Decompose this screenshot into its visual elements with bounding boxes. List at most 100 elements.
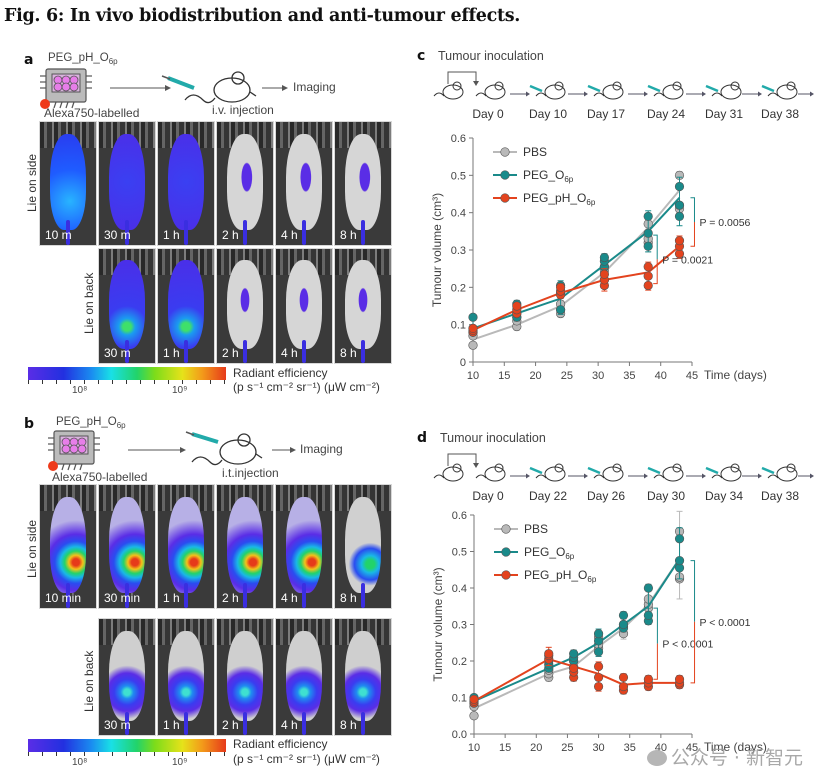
p-value-label: P = 0.0021	[662, 254, 713, 266]
x-tick-label: 30	[592, 742, 604, 754]
time-label: 30 m	[104, 718, 131, 732]
time-label: 8 h	[340, 718, 357, 732]
imaging-tile: 4 h	[275, 484, 333, 609]
imaging-tile: 8 h	[334, 484, 392, 609]
data-point-peg_ph_o6p	[544, 649, 554, 659]
colorbar-title-b: Radiant efficiency	[233, 737, 328, 751]
imaging-tile: 2 h	[216, 248, 274, 364]
data-point-peg_o6p	[599, 252, 609, 263]
colorbar-units-b: (p s⁻¹ cm⁻² sr⁻¹) (μW cm⁻²)	[233, 752, 380, 766]
syringe-icon	[587, 466, 601, 475]
construct-name: PEG_pH_O	[48, 52, 109, 64]
data-point-peg_o6p	[643, 583, 653, 593]
data-point-peg_ph_o6p	[674, 236, 685, 246]
mouse-fluorescence-image	[168, 497, 204, 594]
legend-item-peg_ph_o6p: PEG_pH_O6p	[494, 568, 597, 584]
imaging-tile: 10 min	[39, 484, 97, 609]
syringe-icon	[587, 84, 601, 93]
imaging-label-b: Imaging	[300, 442, 343, 456]
mouse-icon	[593, 81, 624, 100]
mouse-fluorescence-image	[168, 260, 204, 350]
imaging-tile: 8 h	[334, 121, 392, 246]
treatment-timeline-d: Day 0 Day 22 Day 26 Day 30 Day 34 Day 38	[433, 453, 814, 503]
series-line-pbs	[472, 189, 681, 341]
day-label: Day 0	[472, 107, 504, 121]
significance-bracket	[690, 560, 696, 684]
mouse-icon	[475, 81, 506, 100]
time-label: 2 h	[222, 346, 239, 360]
y-axis-label: Tumour volume (cm³)	[431, 567, 445, 681]
legend-marker	[500, 170, 510, 180]
time-label: 30 m	[104, 346, 131, 360]
imaging-tile: 30 m	[98, 121, 156, 246]
day-label: Day 24	[647, 107, 685, 121]
time-label: 10 m	[45, 228, 72, 242]
y-tick-label: 0.2	[451, 282, 466, 294]
mouse-fluorescence-image	[345, 497, 381, 594]
day-label: Day 22	[529, 489, 567, 503]
y-tick-label: 0.1	[451, 320, 466, 332]
time-label: 2 h	[222, 591, 239, 605]
colorbar-ticks-b	[28, 752, 226, 756]
day-label: Day 17	[587, 107, 625, 121]
syringe-icon	[185, 431, 219, 444]
imaging-tile: 30 m	[98, 618, 156, 736]
imaging-tile: 1 h	[157, 248, 215, 364]
mouse-icon	[184, 71, 257, 104]
mouse-icon	[711, 81, 742, 100]
legend-marker	[500, 193, 510, 203]
day-label: Day 38	[761, 107, 799, 121]
mouse-icon	[711, 463, 742, 482]
mouse-icon	[191, 433, 263, 466]
time-label: 8 h	[340, 228, 357, 242]
colorbar-tick-1e8-a: 10⁸	[72, 385, 88, 396]
injection-schematic-b	[128, 431, 296, 466]
mouse-icon	[767, 81, 798, 100]
data-point-peg_ph_o6p	[618, 672, 629, 683]
mouse-icon	[535, 81, 566, 100]
mouse-fluorescence-image	[286, 630, 322, 722]
data-point-peg_ph_o6p	[556, 282, 566, 292]
time-label: 1 h	[163, 346, 180, 360]
colorbar-tick-1e8-b: 10⁸	[72, 757, 88, 768]
y-tick-label: 0.3	[451, 245, 466, 257]
data-point-peg_o6p	[618, 619, 629, 630]
construct-label-b: PEG_pH_O6p	[56, 416, 126, 430]
data-point-peg_o6p	[593, 629, 604, 639]
p-value-label: P < 0.0001	[662, 639, 713, 651]
mouse-fluorescence-image	[109, 497, 145, 594]
syringe-icon	[761, 466, 775, 475]
data-point-peg_o6p	[674, 556, 685, 566]
chart-c: 0 0.1 0.2 0.3 0.4 0.5 0.6 10 15 20 25 30 35 40 45 Time …	[430, 133, 767, 382]
legend-item-pbs: PBS	[493, 145, 547, 159]
x-tick-label: 10	[468, 742, 480, 754]
y-tick-label: 0.3	[452, 620, 467, 632]
day-label: Day 10	[529, 107, 567, 121]
x-tick-label: 15	[499, 742, 511, 754]
mouse-fluorescence-image	[168, 134, 204, 231]
syringe-icon	[529, 466, 543, 475]
x-tick-label: 25	[561, 370, 573, 382]
data-point-peg_o6p	[674, 211, 685, 221]
panel-letter-a: a	[24, 52, 34, 68]
time-label: 8 h	[340, 591, 357, 605]
syringe-icon	[761, 84, 775, 93]
timeline-title-d: Tumour inoculation	[440, 431, 546, 445]
data-point-peg_ph_o6p	[512, 301, 522, 311]
y-tick-label: 0	[460, 357, 466, 369]
x-tick-label: 20	[530, 742, 542, 754]
mouse-fluorescence-image	[345, 630, 381, 722]
time-label: 4 h	[281, 718, 298, 732]
mouse-icon	[433, 81, 464, 100]
y-tick-label: 0.5	[451, 170, 466, 182]
time-label: 1 h	[163, 591, 180, 605]
colorbar-tick-1e9-a: 10⁹	[172, 385, 188, 396]
series-line-peg_o6p	[472, 197, 681, 330]
panel-letter-d: d	[417, 430, 428, 446]
mouse-fluorescence-image	[50, 134, 86, 231]
data-point-peg_ph_o6p	[593, 661, 604, 672]
injection-label-b: i.t.injection	[222, 466, 279, 480]
imaging-tile: 1 h	[157, 121, 215, 246]
time-label: 2 h	[222, 228, 239, 242]
legend-label: PEG_O6p	[523, 168, 574, 184]
